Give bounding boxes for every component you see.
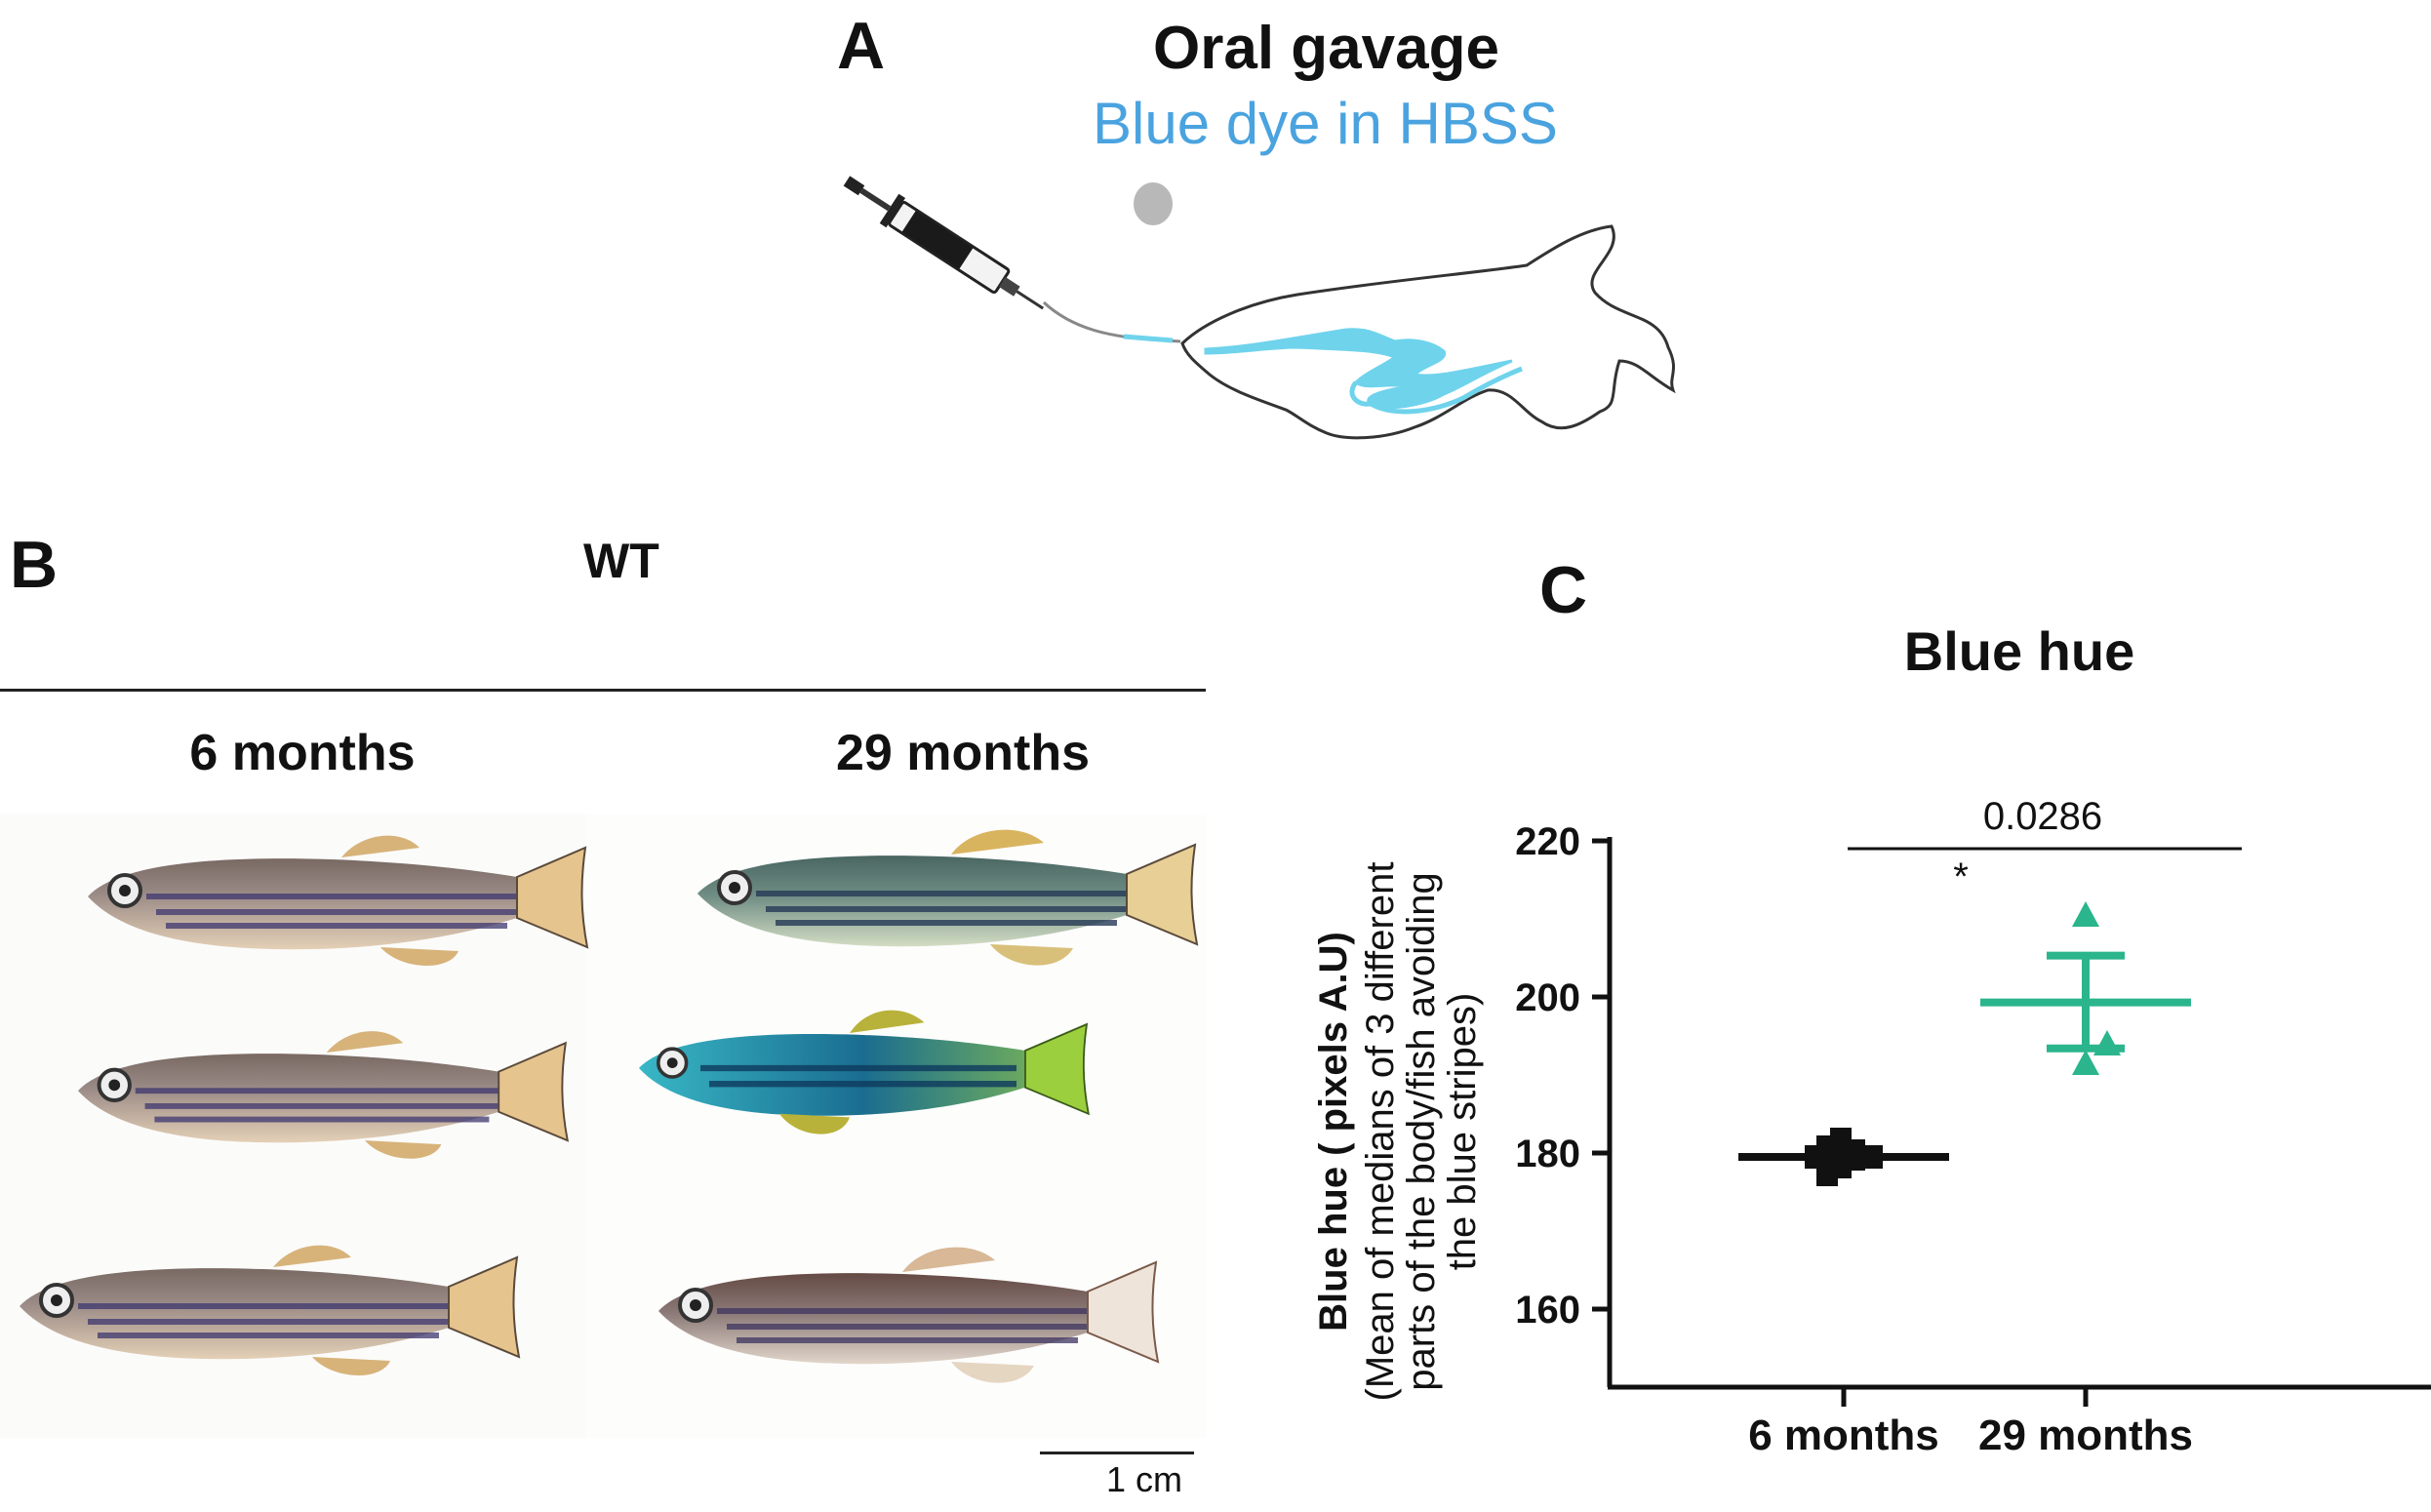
y-axis-label-line: (Mean of medians of 3 different	[1359, 862, 1402, 1402]
scale-bar-label: 1 cm	[1106, 1459, 1183, 1499]
fish-outline	[1180, 224, 1676, 440]
fish-29-months-3	[658, 1247, 1160, 1383]
series-29-months	[1980, 901, 2191, 1075]
panel-c-letter: C	[1539, 553, 1588, 627]
chart-significance: 0.0286 *	[1848, 795, 2242, 898]
x-category-label: 29 months	[1978, 1412, 2193, 1459]
fish-29-months-1	[697, 829, 1199, 966]
group-label-6-months: 6 months	[189, 725, 416, 781]
panel-b-letter: B	[10, 528, 59, 602]
chart-y-ticks: 160 180 200 220	[1515, 820, 1610, 1332]
chart-title: Blue hue	[1904, 620, 2134, 682]
chart-x-categories: 6 months 29 months	[1748, 1387, 2193, 1459]
gavage-tube	[1042, 300, 1181, 343]
data-point	[1830, 1128, 1852, 1147]
significance-star: *	[1953, 855, 1969, 898]
chart-axes	[1607, 837, 2431, 1390]
chart-y-axis-label: Blue hue ( pixels A.U) (Mean of medians o…	[1312, 862, 1484, 1402]
panel-a-title: Oral gavage	[1153, 15, 1499, 82]
blue-hue-chart: Blue hue Blue hue ( pixels A.U) (Mean of …	[1312, 620, 2431, 1459]
data-point	[2072, 1050, 2099, 1075]
fish-6-months-1	[88, 835, 589, 966]
syringe-icon	[843, 176, 1045, 310]
genotype-divider	[0, 689, 1206, 692]
fish-6-months-3	[20, 1245, 521, 1375]
y-tick-label: 160	[1515, 1289, 1580, 1332]
oral-gavage-illustration	[843, 176, 1676, 440]
y-tick-label: 200	[1515, 976, 1580, 1019]
scale-bar	[1040, 1452, 1194, 1454]
x-category-label: 6 months	[1748, 1412, 1939, 1459]
y-tick-label: 220	[1515, 820, 1580, 863]
data-point	[2072, 901, 2099, 927]
y-axis-label-line: the blue stripes)	[1441, 993, 1484, 1271]
fish-eye	[1134, 182, 1173, 225]
fish-photographs	[0, 814, 1206, 1438]
p-value-label: 0.0286	[1983, 795, 2102, 838]
y-axis-label-main: Blue hue ( pixels A.U)	[1312, 932, 1355, 1332]
group-label-29-months: 29 months	[835, 725, 1091, 781]
panel-a-letter: A	[837, 9, 886, 83]
chart-marks	[1738, 901, 2191, 1186]
panel-a-subtitle: Blue dye in HBSS	[1093, 91, 1558, 156]
y-axis-label-line: parts of the body/fish avoiding	[1400, 872, 1443, 1390]
y-tick-label: 180	[1515, 1133, 1580, 1175]
fish-6-months-2	[78, 1031, 570, 1159]
genotype-label: WT	[583, 534, 659, 588]
fish-29-months-blue	[639, 1010, 1090, 1134]
series-6-months	[1738, 1128, 1949, 1186]
fish-gut-dye	[1204, 328, 1523, 415]
